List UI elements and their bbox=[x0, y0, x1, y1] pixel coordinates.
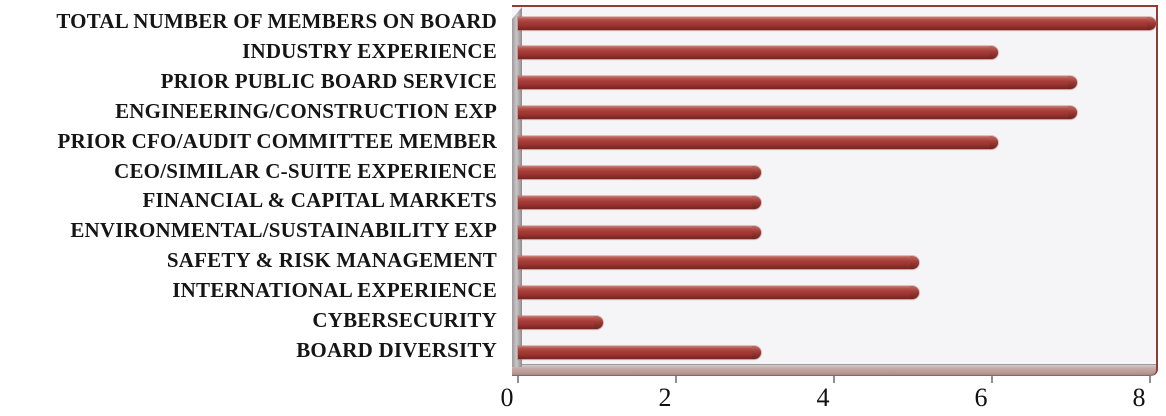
x-axis-tick-label: 8 bbox=[1132, 383, 1146, 412]
bar-financial-capital-markets bbox=[518, 195, 761, 209]
x-axis-tick bbox=[517, 376, 519, 383]
bar-engineering-construction-exp bbox=[518, 106, 1077, 120]
category-label: BOARD DIVERSITY bbox=[296, 338, 497, 362]
bar-cap bbox=[752, 345, 761, 359]
bar-environmental-sustainability-exp bbox=[518, 225, 761, 239]
bar-prior-public-board-service bbox=[518, 76, 1077, 90]
bar-cap bbox=[910, 255, 919, 269]
bar-prior-cfo-audit-committee-member bbox=[518, 136, 998, 150]
floor-band-3d bbox=[512, 364, 1156, 376]
bar-total-number-of-members-on-board bbox=[518, 16, 1156, 30]
x-axis-tick bbox=[1149, 376, 1151, 383]
category-label: CEO/SIMILAR C-SUITE EXPERIENCE bbox=[114, 158, 497, 183]
bar-safety-risk-management bbox=[518, 255, 919, 269]
bar-cap bbox=[989, 46, 998, 60]
category-label: INDUSTRY EXPERIENCE bbox=[242, 38, 497, 63]
bar-cap bbox=[989, 136, 998, 150]
category-label: ENGINEERING/CONSTRUCTION EXP bbox=[115, 98, 497, 123]
side-wall-3d bbox=[512, 7, 522, 367]
category-label: PRIOR CFO/AUDIT COMMITTEE MEMBER bbox=[57, 128, 497, 153]
category-label: FINANCIAL & CAPITAL MARKETS bbox=[142, 188, 497, 213]
x-axis-tick-label: 4 bbox=[816, 383, 830, 412]
x-axis-tick bbox=[833, 376, 835, 383]
bar-cap bbox=[1068, 76, 1077, 90]
plot-area bbox=[512, 5, 1158, 376]
bar-cap bbox=[752, 166, 761, 180]
bar-cybersecurity bbox=[518, 315, 603, 329]
bar-cap bbox=[752, 195, 761, 209]
bar-international-experience bbox=[518, 285, 919, 299]
x-axis-tick bbox=[991, 376, 993, 383]
bar-board-diversity bbox=[518, 345, 761, 359]
bar-industry-experience bbox=[518, 46, 998, 60]
bar-cap bbox=[752, 225, 761, 239]
bar-ceo-similar-c-suite-experience bbox=[518, 166, 761, 180]
bar-cap bbox=[1147, 16, 1156, 30]
category-label: PRIOR PUBLIC BOARD SERVICE bbox=[160, 68, 497, 93]
bar-cap bbox=[594, 315, 603, 329]
x-axis-tick-label: 6 bbox=[974, 383, 988, 412]
x-axis-tick-label: 2 bbox=[658, 383, 672, 412]
x-axis-tick bbox=[675, 376, 677, 383]
category-label: INTERNATIONAL EXPERIENCE bbox=[172, 278, 497, 303]
bar-cap bbox=[1068, 106, 1077, 120]
category-label: SAFETY & RISK MANAGEMENT bbox=[166, 248, 497, 273]
bar-cap bbox=[910, 285, 919, 299]
x-axis-tick-label: 0 bbox=[500, 383, 514, 412]
category-label: ENVIRONMENTAL/SUSTAINABILITY EXP bbox=[70, 218, 497, 243]
category-label: TOTAL NUMBER OF MEMBERS ON BOARD bbox=[56, 9, 497, 33]
category-label: CYBERSECURITY bbox=[312, 308, 497, 333]
